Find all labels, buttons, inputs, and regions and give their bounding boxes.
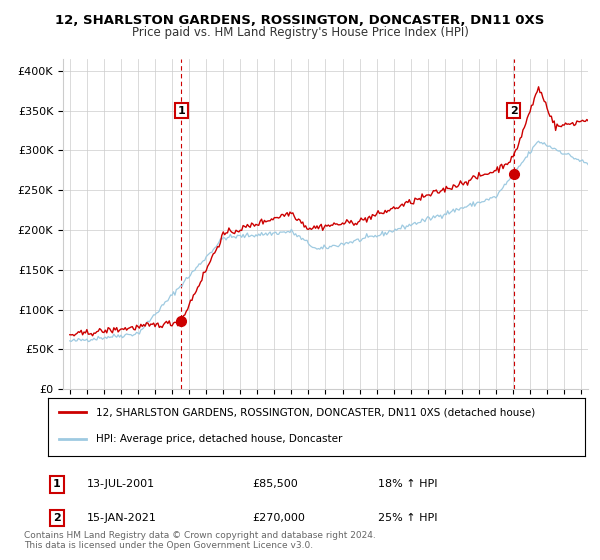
Text: 18% ↑ HPI: 18% ↑ HPI xyxy=(378,479,437,489)
Text: 1: 1 xyxy=(178,105,185,115)
Text: 2: 2 xyxy=(53,513,61,523)
Text: 25% ↑ HPI: 25% ↑ HPI xyxy=(378,513,437,523)
Text: 15-JAN-2021: 15-JAN-2021 xyxy=(87,513,157,523)
Text: £85,500: £85,500 xyxy=(252,479,298,489)
Text: 2: 2 xyxy=(510,105,518,115)
Text: Price paid vs. HM Land Registry's House Price Index (HPI): Price paid vs. HM Land Registry's House … xyxy=(131,26,469,39)
Text: Contains HM Land Registry data © Crown copyright and database right 2024.
This d: Contains HM Land Registry data © Crown c… xyxy=(24,530,376,550)
Text: £270,000: £270,000 xyxy=(252,513,305,523)
Text: 13-JUL-2001: 13-JUL-2001 xyxy=(87,479,155,489)
Text: HPI: Average price, detached house, Doncaster: HPI: Average price, detached house, Donc… xyxy=(97,434,343,444)
Text: 1: 1 xyxy=(53,479,61,489)
Text: 12, SHARLSTON GARDENS, ROSSINGTON, DONCASTER, DN11 0XS (detached house): 12, SHARLSTON GARDENS, ROSSINGTON, DONCA… xyxy=(97,407,536,417)
Text: 12, SHARLSTON GARDENS, ROSSINGTON, DONCASTER, DN11 0XS: 12, SHARLSTON GARDENS, ROSSINGTON, DONCA… xyxy=(55,14,545,27)
